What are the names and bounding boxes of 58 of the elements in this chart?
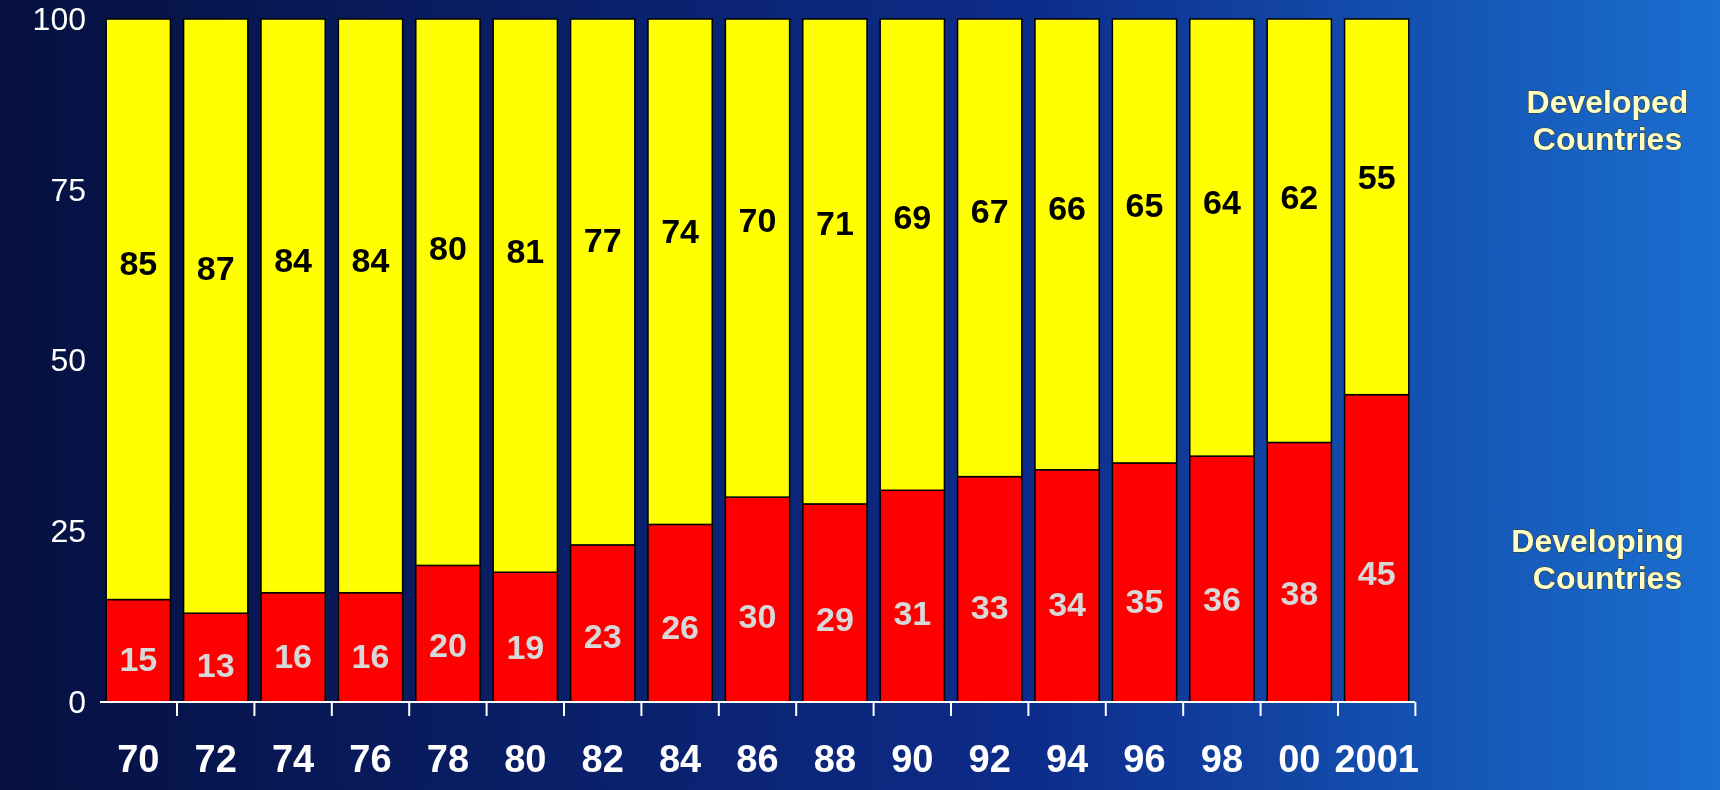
- text: Developing Countries: [1511, 523, 1684, 596]
- data-label: 30: [738, 596, 777, 635]
- x-tick-label: 88: [813, 738, 857, 780]
- y-tick-label: 0: [68, 683, 86, 720]
- data-label: 38: [1280, 573, 1319, 612]
- data-label: 15: [119, 639, 158, 678]
- x-tick-label: 94: [1045, 738, 1089, 780]
- x-tick-label: 92: [968, 738, 1011, 780]
- data-label: 35: [1125, 582, 1164, 621]
- data-label: 69: [893, 197, 932, 236]
- data-label: 66: [1048, 189, 1087, 228]
- data-label: 85: [119, 243, 158, 282]
- x-tick-label: 96: [1123, 738, 1166, 780]
- y-tick-label: 25: [50, 512, 86, 549]
- data-label: 36: [1202, 579, 1241, 618]
- y-tick-label: 100: [32, 0, 86, 37]
- y-tick-label: 75: [50, 171, 86, 208]
- data-label: 31: [893, 593, 932, 632]
- data-label: 64: [1202, 183, 1241, 222]
- x-tick-label: 70: [117, 738, 160, 780]
- data-label: 45: [1357, 553, 1396, 592]
- x-tick-label: 78: [426, 738, 470, 780]
- data-label: 20: [428, 625, 467, 664]
- x-tick-label: 72: [194, 738, 237, 780]
- data-label: 16: [351, 637, 390, 675]
- data-label: 65: [1125, 186, 1164, 225]
- x-tick-label: 80: [504, 738, 547, 780]
- data-label: 23: [583, 616, 622, 655]
- data-label: 87: [196, 249, 235, 288]
- data-label: 84: [351, 240, 390, 279]
- data-label: 67: [970, 192, 1009, 231]
- data-label: 33: [970, 588, 1009, 627]
- data-label: 74: [661, 212, 700, 251]
- y-tick-label: 50: [50, 342, 86, 379]
- x-tick-label: 74: [271, 738, 315, 780]
- x-tick-label: 00: [1278, 738, 1321, 780]
- x-tick-label: 98: [1200, 738, 1244, 780]
- data-label: 62: [1280, 177, 1319, 216]
- data-label: 70: [738, 200, 777, 239]
- data-label: 77: [583, 220, 622, 259]
- data-label: 55: [1357, 157, 1396, 196]
- x-tick-label: 82: [581, 738, 624, 780]
- data-label: 19: [506, 628, 545, 667]
- data-label: 34: [1048, 585, 1087, 624]
- x-tick-label: 86: [736, 738, 779, 780]
- text: Developed Countries: [1526, 83, 1689, 157]
- data-label: 80: [428, 229, 467, 268]
- data-label: 16: [274, 637, 313, 675]
- x-tick-label: 76: [349, 738, 392, 780]
- data-label: 71: [815, 203, 854, 242]
- x-tick-label: 90: [891, 738, 934, 780]
- x-tick-label: 2001: [1334, 738, 1419, 780]
- data-label: 29: [815, 599, 854, 638]
- data-label: 26: [661, 608, 700, 647]
- data-label: 13: [196, 645, 235, 684]
- x-tick-label: 84: [658, 738, 702, 780]
- data-label: 84: [274, 240, 313, 279]
- data-label: 81: [506, 232, 545, 271]
